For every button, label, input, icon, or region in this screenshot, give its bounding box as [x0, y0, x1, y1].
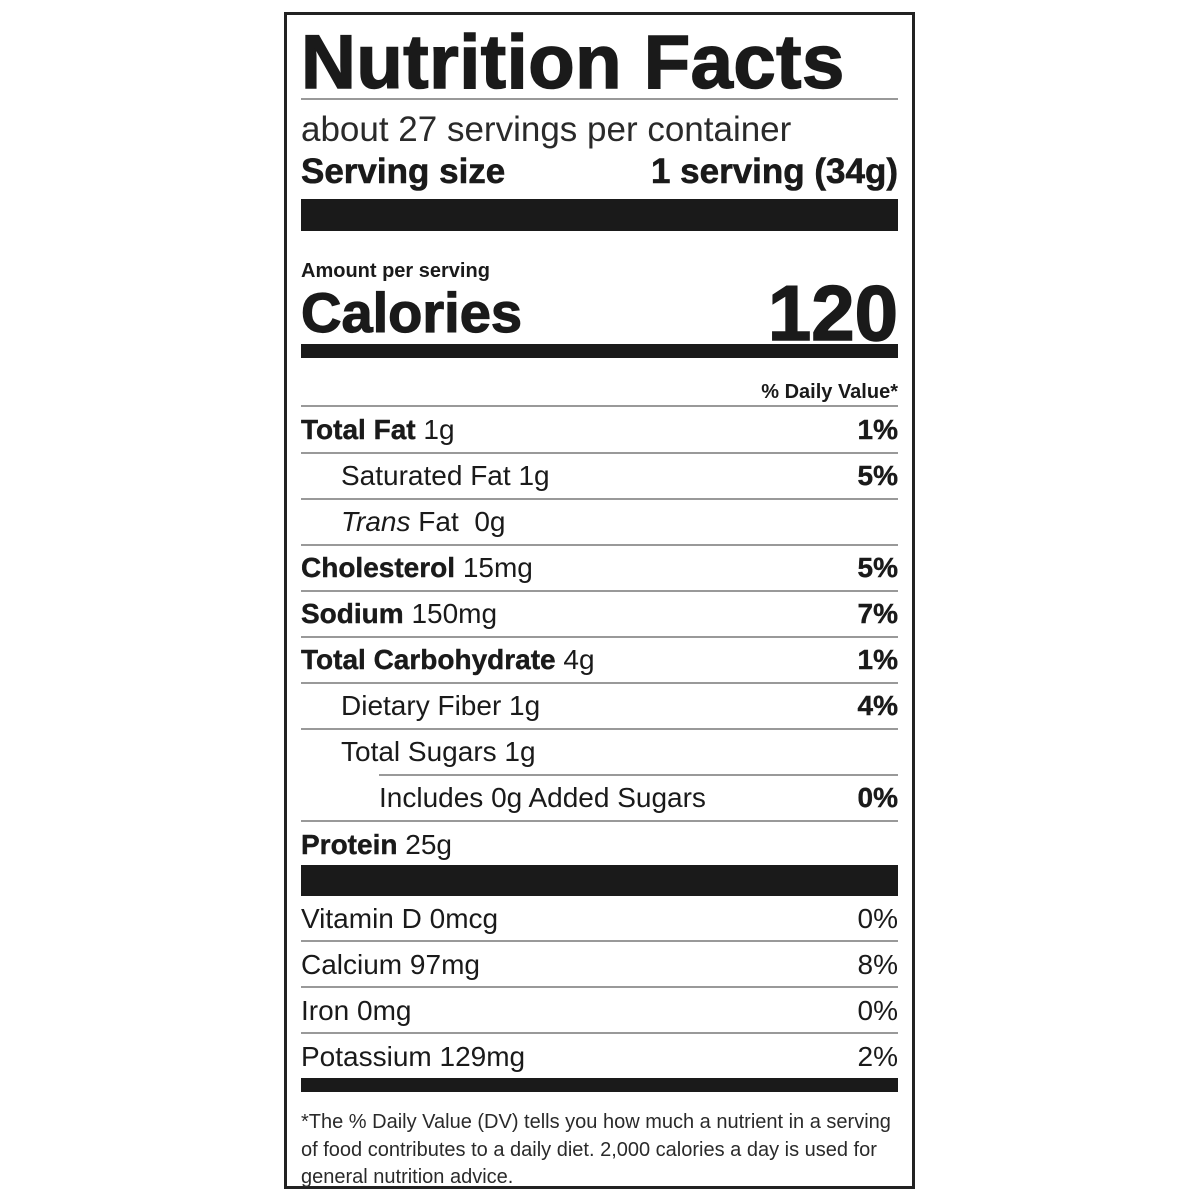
nutrient-amount: 4g [563, 644, 595, 675]
vitamin-dv: 0% [857, 995, 898, 1026]
nutrient-row-trans-fat: Trans Fat 0g [301, 499, 898, 545]
divider [301, 682, 898, 684]
vitamin-dv: 8% [857, 949, 898, 980]
divider [301, 98, 898, 100]
serving-size-label: Serving size [301, 152, 506, 192]
nutrient-dv: 5% [857, 552, 898, 583]
calories-row: Calories 120 [300, 269, 899, 357]
divider [301, 1032, 898, 1034]
thick-bar [301, 199, 898, 231]
nutrient-amount: 1g [518, 460, 550, 491]
nutrient-row-cholesterol: Cholesterol 15mg 5% [301, 545, 898, 591]
vitamin-amount: 97mg [409, 949, 480, 980]
vitamin-name: Calcium [301, 949, 403, 980]
footnote: *The % Daily Value (DV) tells you how mu… [301, 1111, 891, 1188]
nutrient-amount: 150mg [411, 598, 498, 629]
vitamin-row-potassium: Potassium 129mg 2% [301, 1034, 898, 1080]
vitamin-amount: 0mg [357, 995, 412, 1026]
vitamin-name: Iron [301, 995, 350, 1026]
divider [301, 986, 898, 988]
nutrient-name: Total Sugars [341, 736, 497, 767]
vitamin-row-iron: Iron 0mg 0% [301, 988, 898, 1034]
vitamin-dv: 2% [857, 1041, 898, 1072]
divider [301, 405, 898, 407]
nutrient-amount: 1g [423, 414, 455, 445]
calories-label: Calories [300, 280, 522, 344]
nutrient-dv: 1% [857, 644, 898, 675]
nutrient-name: Cholesterol [301, 552, 456, 583]
divider [301, 452, 898, 454]
medium-bar [301, 1078, 898, 1092]
daily-value-header: % Daily Value* [761, 381, 898, 403]
vitamin-dv: 0% [857, 903, 898, 934]
amount-per-serving: Amount per serving [301, 260, 490, 282]
nutrient-dv: 5% [857, 460, 898, 491]
nutrient-name: Fat [418, 506, 459, 537]
nutrient-amount: 25g [405, 829, 452, 860]
nutrient-name: Total Fat [301, 414, 416, 445]
nutrient-row-dietary-fiber: Dietary Fiber 1g 4% [301, 683, 898, 729]
divider [301, 940, 898, 942]
servings-per-container: about 27 servings per container [301, 110, 792, 149]
serving-size-row: Serving size 1 serving (34g) [301, 151, 899, 193]
divider [301, 636, 898, 638]
vitamin-amount: 129mg [439, 1041, 526, 1072]
vitamin-amount: 0mcg [429, 903, 499, 934]
nutrient-amount: 1g [504, 736, 536, 767]
nutrient-dv: 1% [857, 414, 898, 445]
serving-size-value: 1 serving (34g) [650, 152, 899, 192]
nutrient-row-protein: Protein 25g [301, 822, 898, 868]
nutrient-name: Total Carbohydrate [301, 644, 556, 675]
calories-value: 120 [767, 269, 899, 357]
nutrient-dv: 4% [857, 690, 898, 721]
divider [301, 820, 898, 822]
nutrient-dv: 0% [857, 782, 898, 813]
nutrient-name-italic: Trans [341, 506, 411, 537]
nutrient-row-total-carbohydrate: Total Carbohydrate 4g 1% [301, 637, 898, 683]
nutrient-name: Saturated Fat [341, 460, 511, 491]
nutrient-row-total-sugars: Total Sugars 1g [301, 729, 898, 775]
label-title: Nutrition Facts [300, 20, 845, 105]
nutrition-facts-label: Nutrition Facts about 27 servings per co… [284, 12, 915, 1189]
vitamin-name: Potassium [301, 1041, 432, 1072]
nutrient-name: Dietary Fiber [341, 690, 502, 721]
vitamin-name: Vitamin D [301, 903, 422, 934]
vitamin-row-calcium: Calcium 97mg 8% [301, 942, 898, 988]
vitamin-row-vitamin-d: Vitamin D 0mcg 0% [301, 896, 898, 942]
thick-bar [301, 865, 898, 896]
medium-bar [301, 344, 898, 358]
divider [301, 728, 898, 730]
nutrient-row-total-fat: Total Fat 1g 1% [301, 407, 898, 453]
divider [301, 498, 898, 500]
nutrient-name: Protein [301, 829, 398, 860]
nutrient-row-added-sugars: Includes 0g Added Sugars 0% [301, 775, 898, 821]
divider [379, 774, 898, 776]
nutrient-amount: 1g [509, 690, 541, 721]
nutrient-amount: 0g [474, 506, 506, 537]
nutrient-amount: 15mg [462, 552, 533, 583]
nutrient-row-sodium: Sodium 150mg 7% [301, 591, 898, 637]
nutrient-dv: 7% [857, 598, 898, 629]
divider [301, 590, 898, 592]
divider [301, 544, 898, 546]
nutrient-name: Includes 0g Added Sugars [379, 782, 706, 813]
nutrient-row-saturated-fat: Saturated Fat 1g 5% [301, 453, 898, 499]
nutrient-name: Sodium [301, 598, 404, 629]
